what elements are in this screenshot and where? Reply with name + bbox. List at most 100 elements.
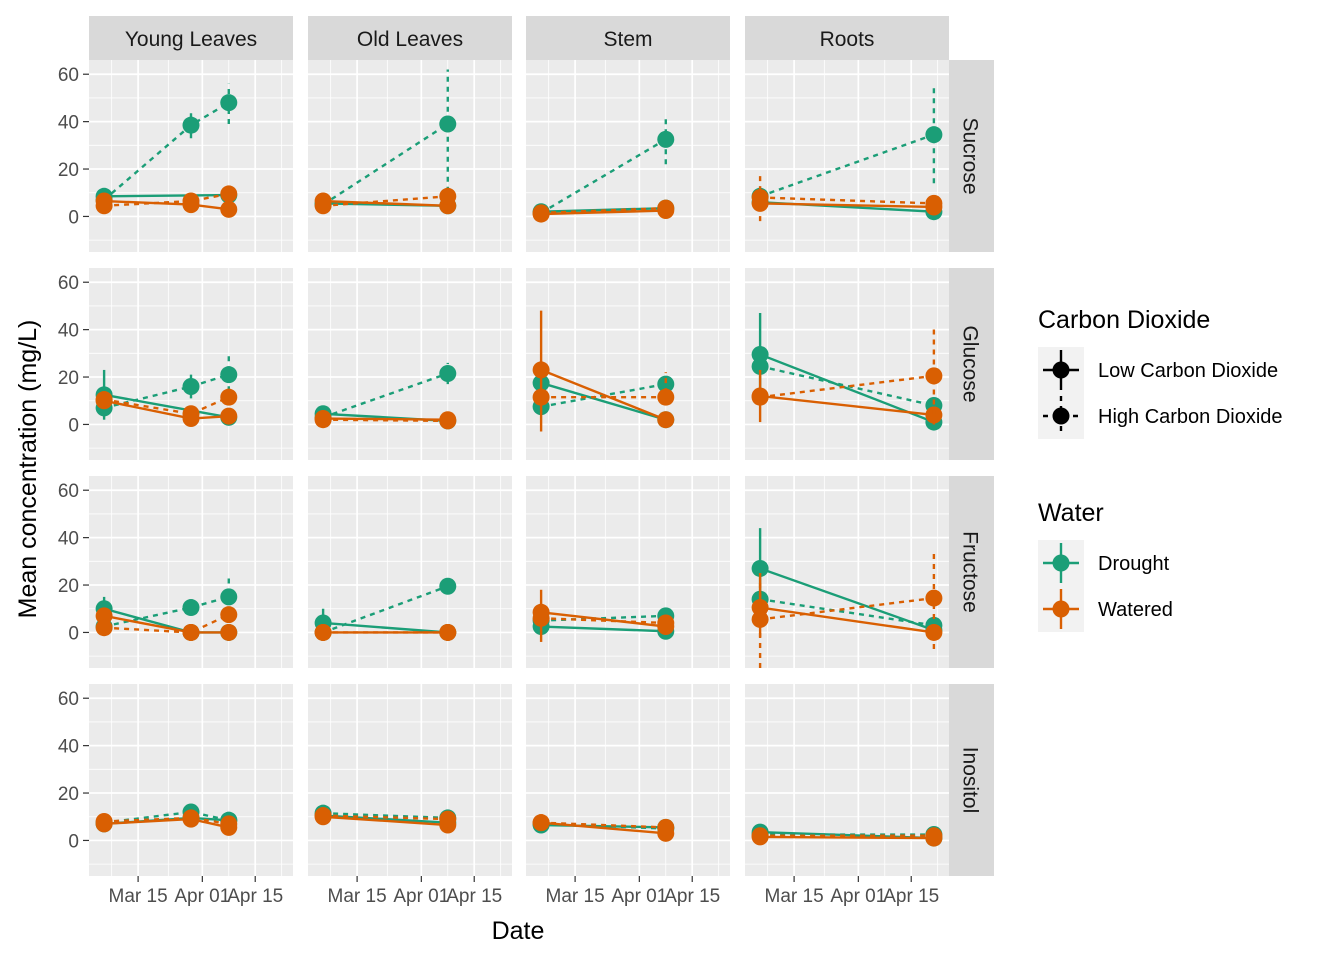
panel-sucrose-roots [745, 60, 949, 252]
panel-data-fructose-old-leaves [314, 577, 457, 641]
data-point [182, 378, 200, 396]
x-tick-label: Mar 15 [765, 886, 824, 907]
data-point [314, 197, 332, 215]
panel-background [526, 476, 730, 668]
legend-item-watered: Watered [1038, 586, 1173, 632]
data-point [751, 827, 769, 845]
panel-data-glucose-roots [751, 313, 943, 431]
strip-label: Old Leaves [357, 28, 463, 51]
strip-background [745, 16, 949, 60]
series-line [323, 195, 448, 207]
series-line [760, 835, 934, 840]
strip-row-inositol: Inositol [949, 684, 994, 876]
legend-key-point [1052, 554, 1070, 572]
panel-background [745, 268, 949, 460]
series-watered-high-carbon-dioxide [532, 372, 675, 406]
series-line [759, 606, 935, 634]
panel-inositol-roots [745, 684, 949, 876]
panel-inositol-young-leaves [89, 684, 293, 876]
series-line [322, 585, 449, 634]
strip-background [949, 268, 994, 460]
panel-sucrose-young-leaves [89, 60, 293, 252]
series-line [104, 613, 230, 634]
data-point [657, 388, 675, 406]
strip-row-sucrose: Sucrose [949, 60, 994, 252]
panel-sucrose-old-leaves [308, 60, 512, 252]
series-line [541, 821, 666, 829]
series-line [323, 418, 448, 423]
strip-label: Inositol [959, 747, 982, 814]
data-point [220, 94, 238, 112]
y-tick-label: 60 [58, 273, 79, 294]
x-tick-label: Apr 01 [830, 886, 886, 907]
series-watered-high-carbon-dioxide [95, 809, 238, 833]
legend-item-drought: Drought [1038, 540, 1170, 586]
series-line [541, 209, 666, 216]
series-watered-high-carbon-dioxide [751, 173, 943, 222]
y-tick-label: 0 [68, 207, 79, 228]
data-point [925, 589, 943, 607]
y-tick-label: 20 [58, 160, 79, 181]
y-tick-label: 60 [58, 481, 79, 502]
series-watered-high-carbon-dioxide [95, 606, 238, 641]
data-point [95, 619, 113, 637]
data-point [220, 606, 238, 624]
x-tick-label: Apr 15 [883, 886, 939, 907]
strip-background [526, 16, 730, 60]
data-point [532, 361, 550, 379]
data-point [532, 204, 550, 222]
series-line [323, 811, 448, 820]
legend-key-point [1052, 361, 1070, 379]
series-line [759, 567, 935, 632]
y-tick-label: 40 [58, 113, 79, 134]
series-watered-low-carbon-dioxide [532, 310, 675, 432]
data-point [182, 192, 200, 210]
strip-background [308, 16, 512, 60]
strip-column-roots: Roots [745, 16, 949, 60]
series-watered-high-carbon-dioxide [751, 327, 943, 425]
panel-background [89, 268, 293, 460]
legend-key-point [1052, 407, 1070, 425]
panel-data-fructose-roots [751, 528, 943, 668]
data-point [439, 577, 457, 595]
series-line [322, 372, 449, 419]
x-axis-title: Date [492, 917, 545, 945]
series-watered-high-carbon-dioxide [751, 827, 943, 845]
strip-label: Roots [820, 28, 875, 51]
data-point [532, 814, 550, 832]
strip-background [949, 60, 994, 252]
panel-data-sucrose-old-leaves [314, 69, 457, 215]
strip-label: Young Leaves [125, 28, 257, 51]
chart-panels [89, 60, 949, 876]
x-tick-label: Apr 15 [664, 886, 720, 907]
series-line [323, 814, 448, 821]
y-tick-label: 0 [68, 623, 79, 644]
series-line [541, 625, 666, 633]
legend-item-label: Watered [1098, 599, 1173, 621]
data-point [439, 623, 457, 641]
strip-background [949, 476, 994, 668]
series-watered-high-carbon-dioxide [314, 807, 457, 828]
strip-label: Glucose [959, 325, 982, 402]
panel-background [308, 684, 512, 876]
data-point [532, 388, 550, 406]
panel-background [308, 476, 512, 668]
series-line [541, 206, 666, 215]
data-point [220, 815, 238, 833]
panel-data-fructose-stem [532, 589, 675, 642]
y-tick-label: 0 [68, 831, 79, 852]
strip-row-glucose: Glucose [949, 268, 994, 460]
panel-background [89, 60, 293, 252]
data-point [657, 199, 675, 217]
series-watered-high-carbon-dioxide [532, 199, 675, 222]
series-watered-high-carbon-dioxide [532, 609, 675, 632]
series-watered-high-carbon-dioxide [751, 549, 943, 668]
panel-background [89, 684, 293, 876]
series-watered-high-carbon-dioxide [95, 388, 238, 423]
panel-fructose-roots [745, 476, 949, 668]
data-point [182, 116, 200, 134]
panel-background [745, 684, 949, 876]
x-tick-label: Apr 15 [227, 886, 283, 907]
series-line [759, 394, 935, 417]
legend-item-label: High Carbon Dioxide [1098, 406, 1283, 428]
